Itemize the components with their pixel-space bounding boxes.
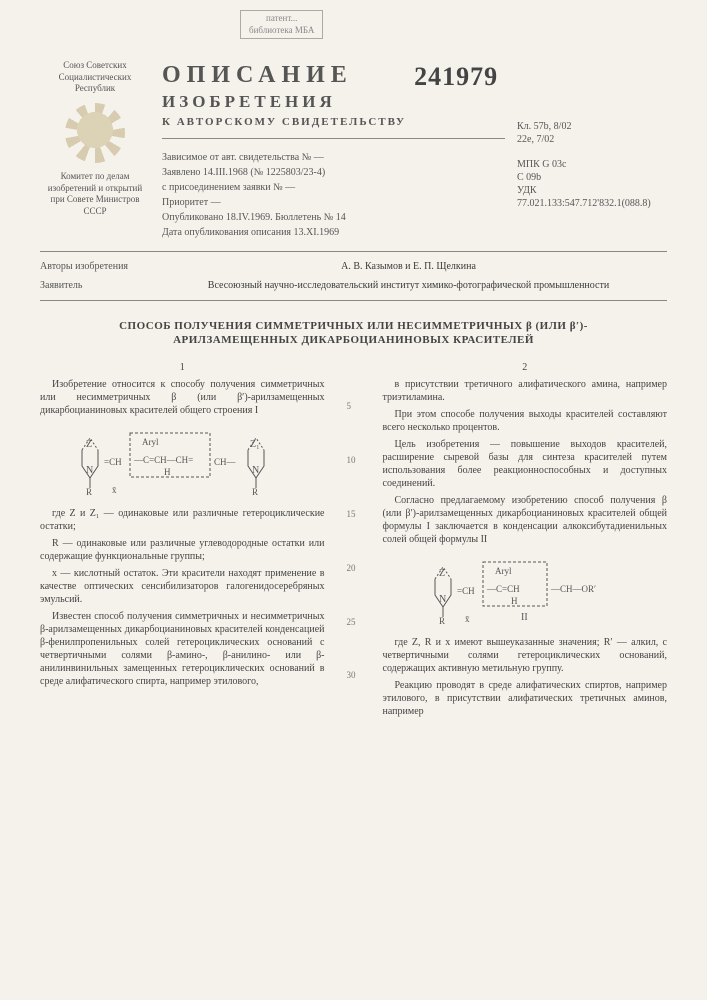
left-column: Союз Советских Социалистических Республи… [40, 60, 150, 218]
svg-text:R: R [86, 487, 92, 495]
title-opisanie: ОПИСАНИЕ [162, 60, 406, 91]
code-mpk: МПК G 03c С 09b [517, 158, 667, 184]
rule [162, 138, 505, 139]
invention-title: СПОСОБ ПОЛУЧЕНИЯ СИММЕТРИЧНЫХ ИЛИ НЕСИММ… [80, 319, 627, 348]
reg-filed: Заявлено 14.III.1968 (№ 1225803/23-4) [162, 166, 505, 179]
svg-text:Aryl: Aryl [142, 437, 159, 447]
registration-lines: Зависимое от авт. свидетельства № — Заяв… [162, 147, 505, 243]
authors-label: Авторы изобретения [40, 260, 130, 273]
reg-join: с присоединением заявки № — [162, 181, 505, 194]
committee-line: при Совете Министров [40, 194, 150, 206]
body-columns: 1 Изобретение относится к способу получе… [40, 361, 667, 722]
classification-codes: Кл. 57b, 8/02 22e, 7/02 МПК G 03c С 09b … [517, 60, 667, 210]
reg-pubdate: Дата опубликования описания 13.XI.1969 [162, 226, 505, 239]
applicant-block: Заявитель Всесоюзный научно-исследовател… [40, 279, 667, 292]
svg-text:—CH—OR′: —CH—OR′ [550, 584, 596, 594]
reg-published: Опубликовано 18.IV.1969. Бюллетень № 14 [162, 211, 505, 224]
reg-priority: Приоритет — [162, 196, 505, 209]
svg-text:R: R [439, 616, 445, 624]
svg-text:N: N [252, 465, 259, 476]
svg-text:CH—: CH— [214, 457, 237, 467]
definition-x: x — кислотный остаток. Эти красители нах… [40, 567, 325, 606]
document-header: Союз Советских Социалистических Республи… [40, 60, 667, 243]
paragraph: Цель изобретения — повышение выходов кра… [383, 438, 668, 490]
library-stamp: патент... библиотека МБА [240, 10, 323, 39]
committee-line: СССР [40, 206, 150, 218]
title-column: ОПИСАНИЕ ИЗОБРЕТЕНИЯ К АВТОРСКОМУ СВИДЕТ… [162, 60, 505, 243]
paragraph: Известен способ получения симметричных и… [40, 610, 325, 688]
svg-text:—C=CH: —C=CH [486, 584, 520, 594]
paragraph: где Z, R и x имеют вышеуказанные значени… [383, 636, 668, 675]
formula-label: II [521, 612, 528, 623]
svg-text:Z: Z [86, 439, 92, 450]
stamp-line: патент... [249, 13, 314, 25]
stamp-line: библиотека МБА [249, 25, 314, 37]
line-numbers: 5 10 15 20 25 30 [347, 361, 361, 722]
country-line: Социалистических [40, 72, 150, 84]
svg-text:H: H [511, 596, 518, 606]
column-1: 1 Изобретение относится к способу получе… [40, 361, 325, 722]
paragraph: Изобретение относится к способу получени… [40, 378, 325, 417]
svg-text:N: N [439, 594, 446, 605]
committee-line: изобретений и открытий [40, 183, 150, 195]
column-number: 2 [383, 361, 668, 374]
lineno: 5 [347, 401, 361, 413]
authors-block: Авторы изобретения А. В. Казымов и Е. П.… [40, 260, 667, 273]
svg-text:x̄: x̄ [112, 485, 117, 495]
lineno: 10 [347, 455, 361, 467]
definition-r: R — одинаковые или различные углеводород… [40, 537, 325, 563]
column-number: 1 [40, 361, 325, 374]
title-block: ОПИСАНИЕ ИЗОБРЕТЕНИЯ К АВТОРСКОМУ СВИДЕТ… [162, 60, 505, 130]
svg-text:x̄: x̄ [465, 614, 470, 624]
svg-text:Z: Z [439, 568, 445, 579]
country-line: Республик [40, 83, 150, 95]
paragraph: Реакцию проводят в среде алифатических с… [383, 679, 668, 718]
lineno: 30 [347, 670, 361, 682]
chemical-formula-2: Z N R =CH Aryl —C=CH H —CH—OR′ x̄ II [383, 554, 668, 628]
applicant-name: Всесоюзный научно-исследовательский инст… [150, 279, 667, 292]
svg-text:Z₁: Z₁ [250, 439, 260, 450]
committee-line: Комитет по делам [40, 171, 150, 183]
svg-text:—C=CH—CH=: —C=CH—CH= [133, 455, 193, 465]
rule [40, 300, 667, 301]
rule [40, 251, 667, 252]
code-kl: Кл. 57b, 8/02 22e, 7/02 [517, 120, 667, 146]
svg-text:=CH: =CH [104, 457, 122, 467]
svg-text:Aryl: Aryl [495, 566, 512, 576]
lineno: 25 [347, 617, 361, 629]
column-2: 2 в присутствии третичного алифатическог… [383, 361, 668, 722]
title-subtitle: К АВТОРСКОМУ СВИДЕТЕЛЬСТВУ [162, 115, 406, 129]
country-line: Союз Советских [40, 60, 150, 72]
chemical-formula-1: Z N R =CH Aryl —C=CH—CH= H CH— Z₁ N R [40, 425, 325, 499]
paragraph: Согласно предлагаемому изобретению спосо… [383, 494, 668, 546]
applicant-label: Заявитель [40, 279, 130, 292]
svg-text:R: R [252, 487, 258, 495]
svg-text:=CH: =CH [457, 586, 475, 596]
patent-number: 241979 [414, 60, 498, 94]
title-izobreteniya: ИЗОБРЕТЕНИЯ [162, 91, 406, 113]
definition-z: где Z и Z₁ — одинаковые или различные ге… [40, 507, 325, 533]
ussr-emblem-icon [65, 103, 125, 163]
lineno: 15 [347, 509, 361, 521]
paragraph: в присутствии третичного алифатического … [383, 378, 668, 404]
lineno: 20 [347, 563, 361, 575]
code-udk: УДК 77.021.133:547.712'832.1(088.8) [517, 184, 667, 210]
reg-dependent: Зависимое от авт. свидетельства № — [162, 151, 505, 164]
authors-names: А. В. Казымов и Е. П. Щелкина [150, 260, 667, 273]
svg-text:H: H [164, 467, 171, 477]
paragraph: При этом способе получения выходы красит… [383, 408, 668, 434]
svg-text:N: N [86, 465, 93, 476]
